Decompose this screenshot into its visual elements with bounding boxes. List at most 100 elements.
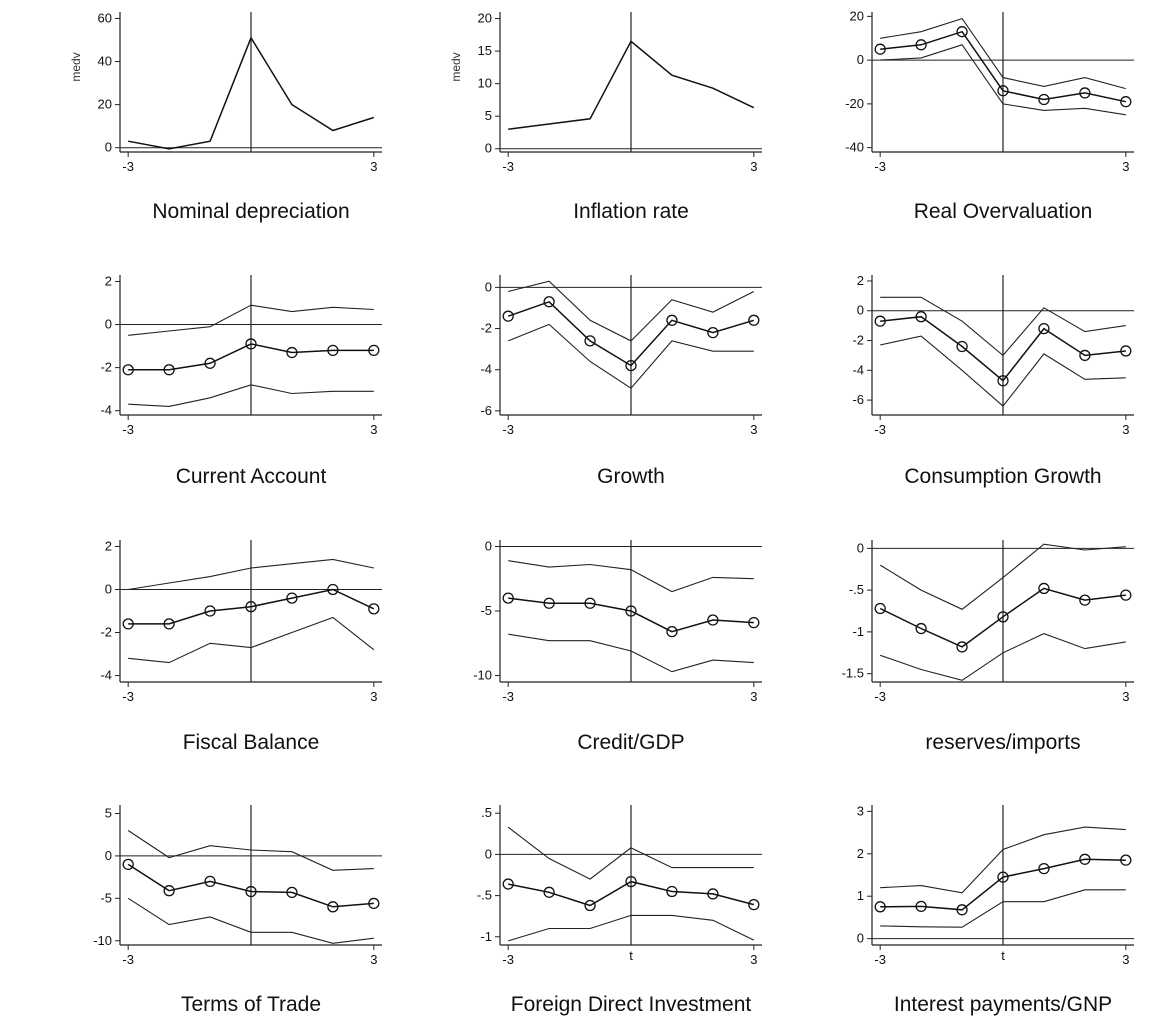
median-point [1120, 96, 1132, 108]
y-tick-label: -4 [852, 362, 864, 377]
y-tick-label: 0 [485, 846, 492, 861]
y-tick-label: -1.5 [842, 666, 864, 681]
median-point [543, 886, 555, 898]
median-point [163, 618, 175, 630]
x-tick-label: -3 [502, 689, 514, 704]
median-line [880, 858, 1126, 911]
median-point [1079, 349, 1091, 362]
y-tick-label: 0 [857, 52, 864, 67]
median-point [997, 611, 1009, 623]
band-upper-line [127, 830, 374, 871]
band-upper-line [880, 296, 1126, 357]
y-tick-label: -10 [93, 933, 112, 948]
y-tick-label: 0 [105, 317, 112, 332]
median-point [204, 357, 216, 369]
median-point [748, 314, 760, 326]
x-tick-label: -3 [122, 422, 134, 437]
band-lower-line [880, 633, 1126, 681]
panel-5: -6 -4 -2 0 -3 3 Growth [480, 275, 762, 488]
panel-8: -10 -5 0 -3 3 Credit/GDP [473, 538, 762, 754]
median-point [1120, 854, 1132, 866]
x-tick-label: 3 [750, 952, 757, 967]
median-point [543, 296, 555, 308]
band-upper-line [508, 560, 754, 593]
y-tick-label: -1 [480, 929, 492, 944]
y-tick-label: -1 [852, 624, 864, 639]
median-point [286, 886, 298, 899]
median-point [1038, 93, 1050, 106]
y-tick-label: -2 [480, 321, 492, 336]
panel-10: -10 -5 0 5 -3 3 Terms of Trade [93, 805, 382, 1016]
panel-9: -1.5 -1 -.5 0 -3 3 reserves/imports [842, 540, 1134, 754]
x-tick-label: 3 [750, 422, 757, 437]
median-point [874, 43, 886, 55]
y-tick-label: -6 [480, 403, 492, 418]
x-tick-label: 3 [370, 159, 377, 174]
panel-title: Credit/GDP [577, 731, 684, 754]
panel-title: Fiscal Balance [183, 731, 320, 754]
x-tick-label: 3 [370, 689, 377, 704]
y-tick-label: 0 [485, 141, 492, 156]
y-tick-label: 10 [478, 76, 492, 91]
median-point [707, 614, 719, 626]
median-point [956, 26, 968, 38]
median-line [880, 30, 1126, 103]
y-axis-label: medv [69, 52, 83, 81]
median-point [368, 603, 380, 615]
panel-1: 0 20 40 60 -3 3 medv Nominal depreciation [69, 10, 382, 223]
y-tick-label: 40 [98, 54, 112, 69]
y-tick-label: 1 [857, 888, 864, 903]
median-line [128, 343, 374, 371]
median-point [997, 85, 1009, 97]
y-tick-label: -10 [473, 668, 492, 683]
band-lower-line [508, 633, 754, 673]
x-tick-label: -3 [874, 159, 886, 174]
median-point [245, 338, 257, 350]
median-point [956, 340, 968, 353]
x-tick-label: 3 [750, 159, 757, 174]
median-point [163, 364, 175, 376]
y-tick-label: -20 [845, 96, 864, 111]
median-point [1038, 862, 1050, 875]
y-tick-label: 20 [850, 8, 864, 23]
median-point [1120, 589, 1132, 601]
median-line [508, 597, 754, 633]
median-point [874, 901, 886, 913]
band-lower-line [128, 384, 374, 407]
median-line [128, 588, 375, 625]
median-point [1079, 87, 1091, 99]
y-tick-label: 2 [857, 273, 864, 288]
y-tick-label: 20 [478, 11, 492, 26]
y-tick-label: 2 [105, 538, 112, 553]
y-tick-label: 0 [857, 931, 864, 946]
median-line [507, 300, 755, 367]
y-tick-label: 0 [485, 538, 492, 553]
median-point [997, 375, 1009, 387]
median-point [584, 597, 596, 609]
x-tick-label: -3 [122, 689, 134, 704]
median-point [368, 897, 380, 910]
y-tick-label: -.5 [477, 888, 492, 903]
median-point [245, 601, 257, 613]
x-tick-label: 3 [750, 689, 757, 704]
panel-title: Terms of Trade [181, 993, 321, 1016]
x-tick-label: -3 [874, 689, 886, 704]
y-tick-label: -.5 [849, 582, 864, 597]
median-point [502, 310, 514, 322]
median-point [1079, 594, 1091, 606]
median-point [286, 346, 298, 359]
x-tick-label: 3 [1122, 422, 1129, 437]
median-point [204, 875, 216, 888]
median-line [508, 40, 755, 130]
panel-12: 0 1 2 3 -3 3 t Interest payments/GNP [857, 803, 1134, 1016]
band-upper-line [128, 558, 374, 591]
band-lower-line [880, 44, 1126, 116]
median-point [368, 344, 380, 357]
median-point [502, 592, 514, 604]
median-point [956, 641, 968, 653]
median-line [880, 315, 1126, 382]
band-lower-line [507, 323, 754, 389]
x-tick-label: 3 [1122, 952, 1129, 967]
x-tick-label: -3 [874, 952, 886, 967]
